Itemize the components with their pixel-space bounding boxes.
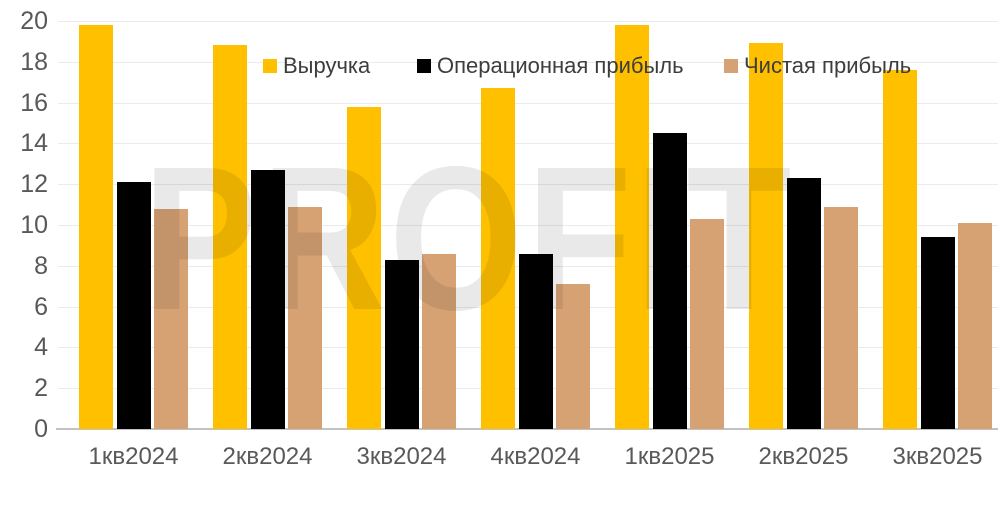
bar[interactable] <box>556 284 590 429</box>
bar[interactable] <box>518 253 553 429</box>
legend-item-operating-profit[interactable]: Операционная прибыль <box>417 53 684 79</box>
legend-label: Выручка <box>283 53 371 78</box>
x-tick-label: 3кв2025 <box>892 443 983 470</box>
gridline <box>58 225 998 226</box>
legend-label: Операционная прибыль <box>437 53 684 78</box>
y-tick-label: 8 <box>34 251 48 280</box>
y-tick-label: 2 <box>34 374 48 403</box>
gridline <box>58 143 998 145</box>
gridline <box>58 61 998 63</box>
gridline <box>58 184 998 186</box>
bar[interactable] <box>652 133 687 429</box>
operating-profit-swatch-icon <box>417 59 431 73</box>
bar[interactable] <box>883 69 917 429</box>
bar[interactable] <box>690 218 724 429</box>
gridline <box>58 21 998 22</box>
x-tick-label: 2кв2025 <box>758 443 849 470</box>
bar[interactable] <box>749 43 783 429</box>
legend-item-revenue[interactable]: Выручка <box>263 53 370 79</box>
net-profit-swatch-icon <box>724 59 738 73</box>
bar[interactable] <box>384 259 419 429</box>
y-tick-label: 12 <box>20 170 48 199</box>
bar[interactable] <box>79 25 113 429</box>
bar[interactable] <box>615 25 649 429</box>
bar[interactable] <box>481 88 515 429</box>
bar[interactable] <box>213 45 247 429</box>
bar[interactable] <box>920 237 955 429</box>
legend-label: Чистая прибыль <box>744 53 912 78</box>
bar[interactable] <box>288 206 322 429</box>
x-tick-label: 4кв2024 <box>490 443 581 470</box>
bar[interactable] <box>824 206 858 429</box>
x-tick-label: 3кв2024 <box>356 443 447 470</box>
bar[interactable] <box>958 222 992 429</box>
revenue-swatch-icon <box>263 59 277 73</box>
y-tick-label: 10 <box>20 211 48 239</box>
x-tick-label: 2кв2024 <box>222 443 313 470</box>
x-tick-label: 1кв2025 <box>624 443 715 470</box>
y-tick-label: 4 <box>34 333 48 362</box>
y-tick-label: 6 <box>34 292 48 321</box>
bar[interactable] <box>422 253 456 429</box>
bar[interactable] <box>154 208 188 429</box>
y-tick-label: 20 <box>20 7 48 35</box>
legend-item-net-profit[interactable]: Чистая прибыль <box>724 53 911 79</box>
bar[interactable] <box>786 178 821 429</box>
y-tick-label: 0 <box>34 415 48 443</box>
x-tick-label: 1кв2024 <box>88 443 179 470</box>
y-tick-label: 16 <box>20 88 48 117</box>
x-axis-line <box>56 428 998 430</box>
bar[interactable] <box>250 169 285 429</box>
bar[interactable] <box>347 106 381 429</box>
gridline <box>58 102 998 104</box>
bar[interactable] <box>116 182 151 429</box>
y-tick-label: 14 <box>20 129 48 158</box>
y-tick-label: 18 <box>20 47 48 76</box>
